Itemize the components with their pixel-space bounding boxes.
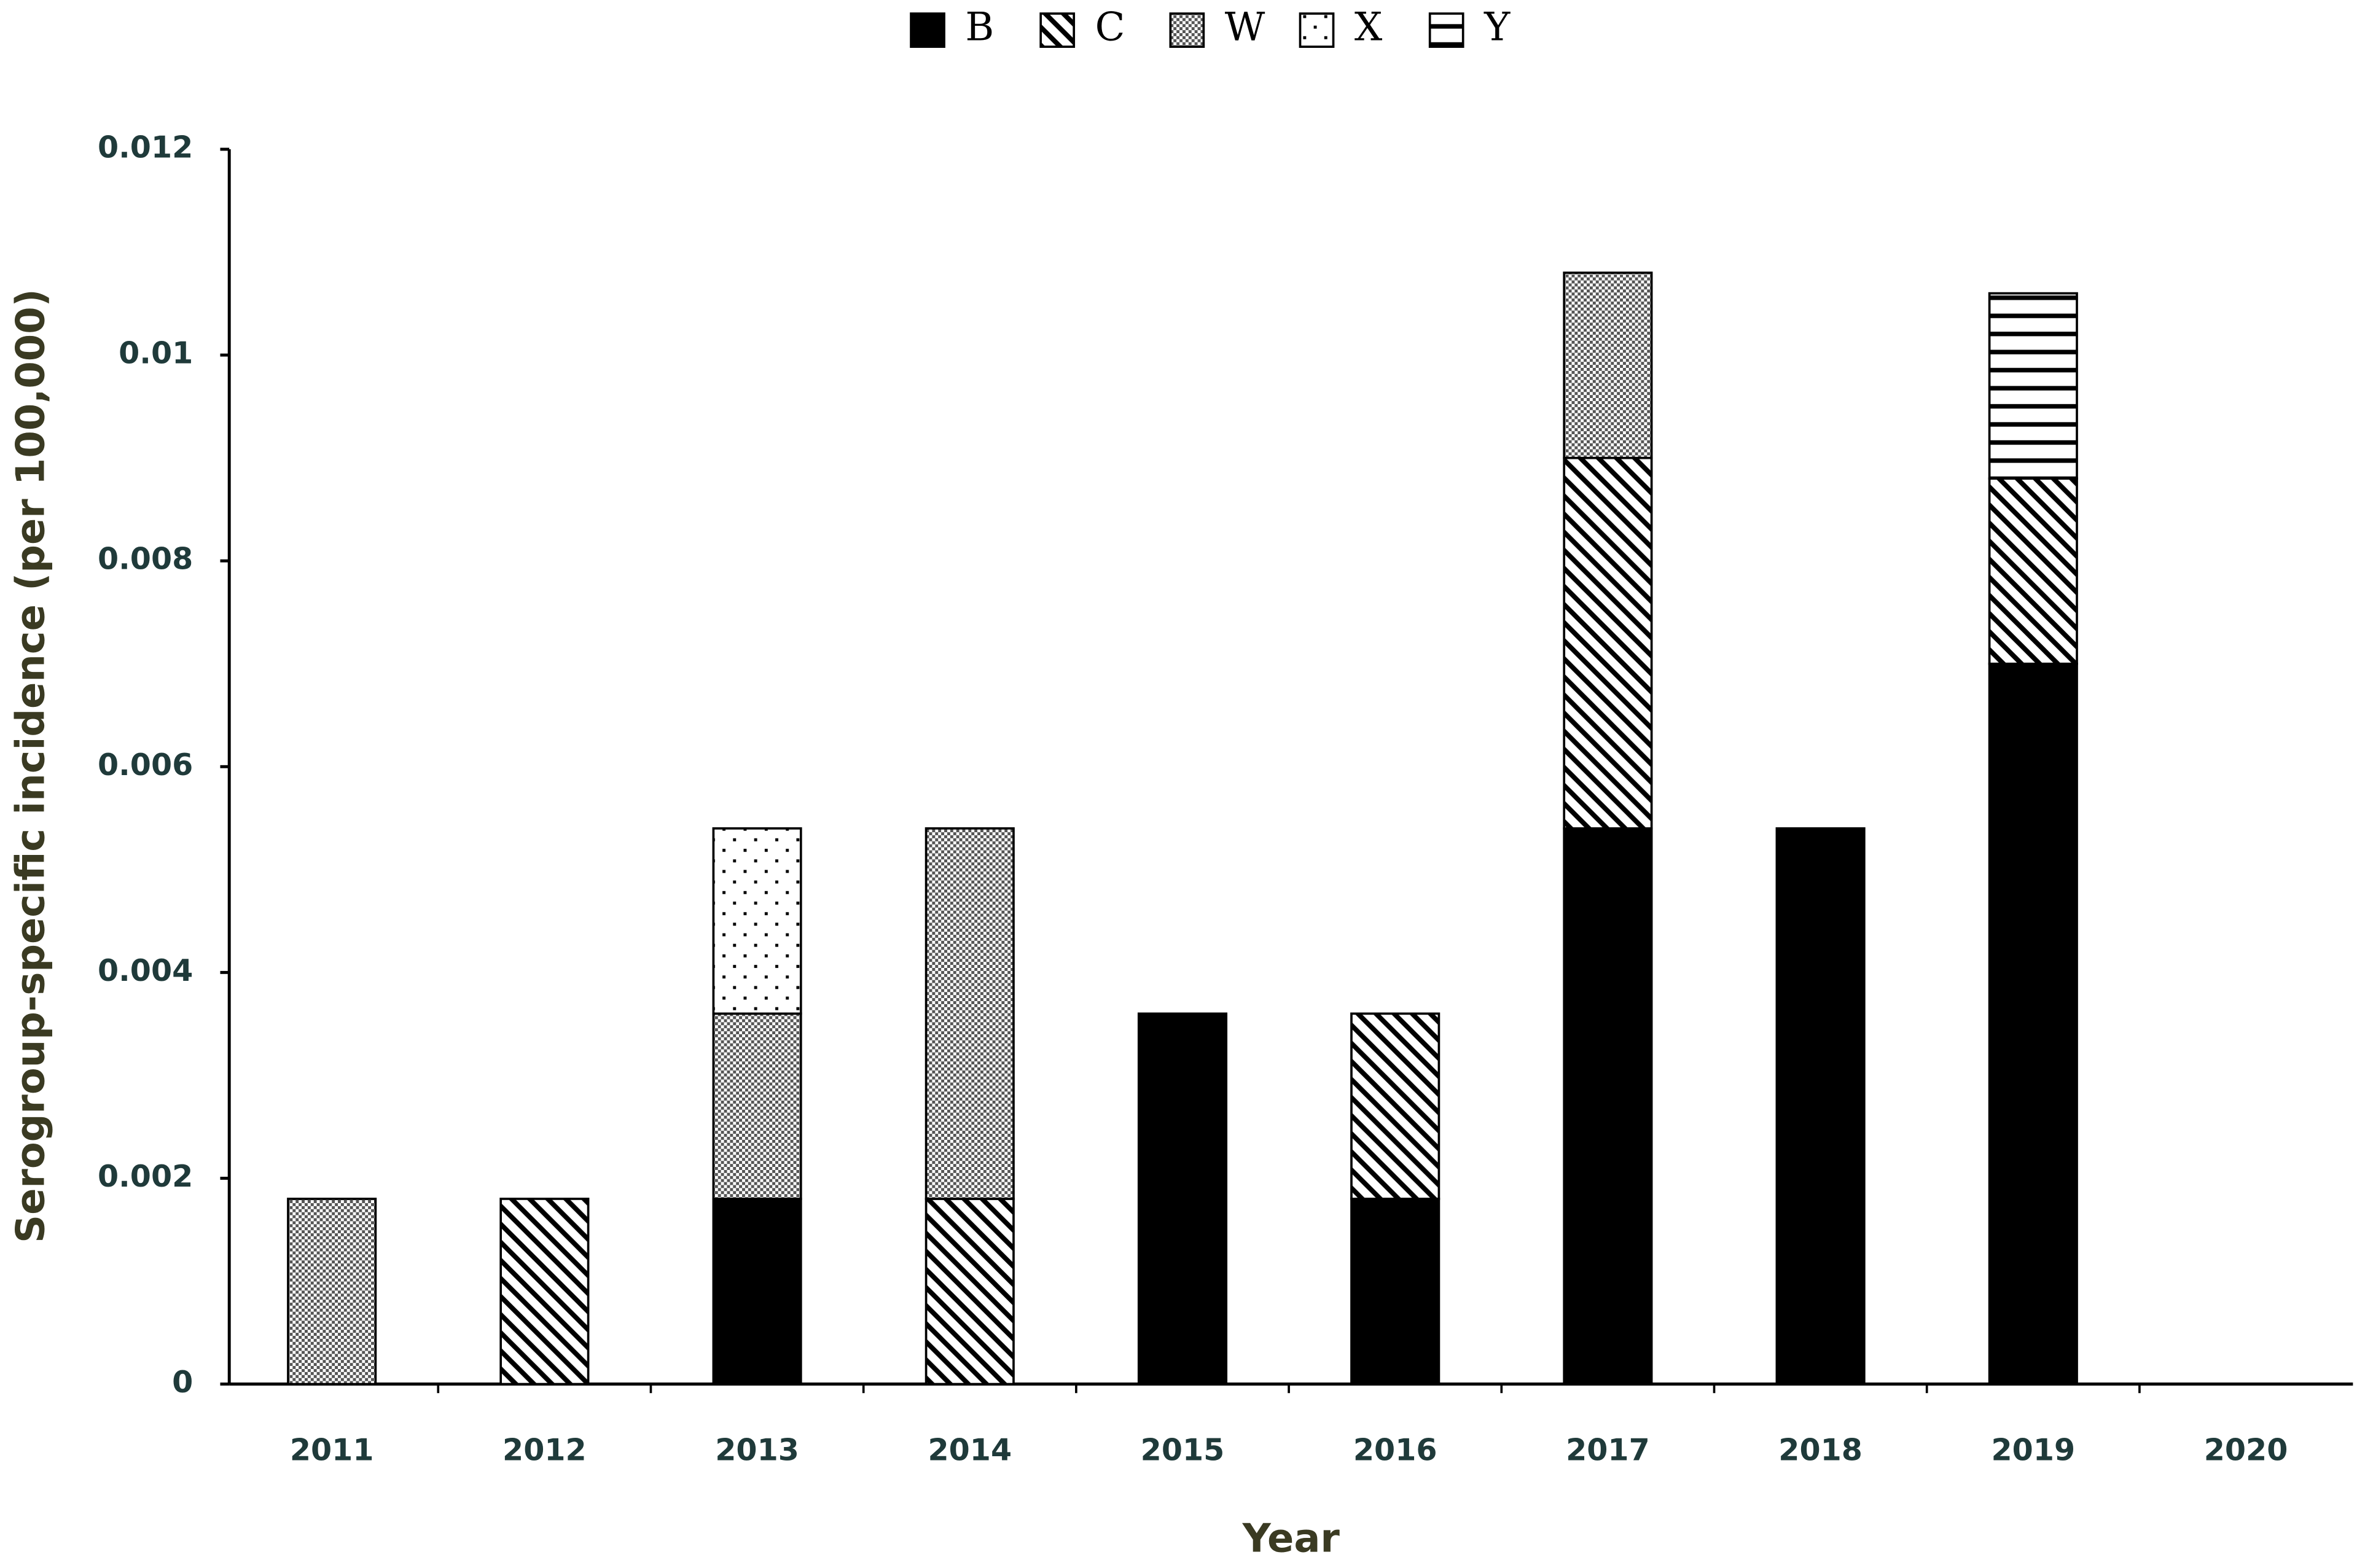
legend-swatch (910, 12, 945, 48)
legend-label: W (1225, 5, 1265, 50)
y-tick-label: 0 (172, 1364, 193, 1400)
y-axis-title: Serogroup-specific incidence (per 100,00… (9, 289, 54, 1243)
bar-segment (287, 1198, 377, 1386)
bar-segment (712, 827, 802, 1015)
y-tick-label: 0.004 (98, 953, 193, 988)
bar-segment (712, 1012, 802, 1200)
bar-segment (1563, 456, 1653, 830)
x-tick-label: 2018 (1778, 1432, 1863, 1467)
x-tick-label: 2020 (2204, 1432, 2288, 1467)
bar-segment (1988, 477, 2078, 665)
legend-swatch (1428, 12, 1464, 48)
x-tick-label: 2011 (290, 1432, 374, 1467)
bar-segment (925, 827, 1015, 1200)
bar-segment (712, 1198, 802, 1386)
legend-swatch (1039, 12, 1076, 48)
bar-segment (1350, 1198, 1440, 1386)
y-tick-label: 0.01 (119, 335, 193, 371)
x-tick-label: 2017 (1566, 1432, 1650, 1467)
x-axis-title: Year (1242, 1516, 1340, 1561)
x-tick-label: 2013 (715, 1432, 799, 1467)
legend-label: Y (1484, 5, 1511, 50)
x-tick-label: 2019 (1991, 1432, 2075, 1467)
legend-swatch (1299, 12, 1335, 48)
x-tick-label: 2015 (1141, 1432, 1225, 1467)
x-tick-label: 2016 (1353, 1432, 1437, 1467)
bar-segment (1350, 1012, 1440, 1200)
bar-segment (1775, 827, 1866, 1386)
bar-segment (1988, 292, 2078, 480)
bar-segment (1563, 827, 1653, 1386)
x-tick-label: 2012 (502, 1432, 587, 1467)
legend-label: C (1095, 5, 1125, 50)
legend-swatch (1169, 12, 1205, 48)
bar-segment (1988, 662, 2078, 1386)
y-tick-label: 0.006 (98, 747, 193, 782)
legend-label: B (965, 5, 994, 50)
y-tick-label: 0.002 (98, 1158, 193, 1194)
bar-segment (925, 1198, 1015, 1386)
x-tick-label: 2014 (928, 1432, 1012, 1467)
bar-segment (499, 1198, 590, 1386)
y-tick-label: 0.012 (98, 130, 193, 165)
legend-label: X (1354, 5, 1383, 50)
bar-segment (1563, 271, 1653, 459)
bar-segment (1137, 1012, 1228, 1386)
y-tick-label: 0.008 (98, 541, 193, 577)
